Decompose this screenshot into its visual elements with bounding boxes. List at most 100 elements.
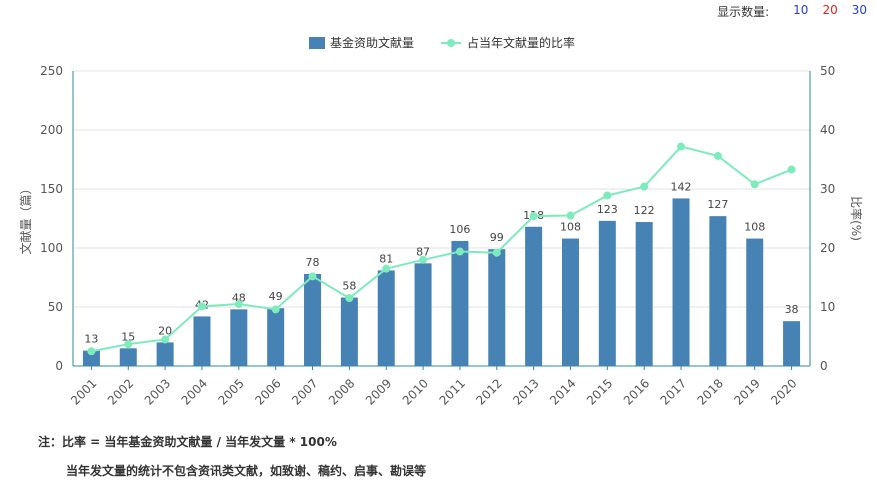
y2-tick-label: 30 (820, 182, 835, 196)
bar-value-label: 58 (342, 280, 356, 293)
bar-2020 (783, 321, 801, 366)
bar-value-label: 122 (634, 204, 655, 217)
ratio-point-2013 (529, 212, 538, 221)
x-tick-label: 2002 (105, 376, 136, 407)
x-tick-label: 2016 (621, 376, 652, 407)
x-tick-label: 2011 (437, 376, 468, 407)
bar-value-label: 13 (84, 333, 98, 346)
bar-2017 (672, 198, 690, 366)
legend-bar-label: 基金资助文献量 (330, 35, 414, 50)
chart-note-exclusion: 当年发文量的统计不包含资讯类文献，如致谢、稿约、启事、勘误等 (66, 464, 427, 478)
bar-2001 (82, 350, 100, 366)
bar-value-label: 20 (158, 324, 172, 337)
x-tick-label: 2012 (473, 376, 504, 407)
ratio-point-2018 (713, 151, 722, 160)
bar-value-label: 142 (671, 180, 692, 193)
ratio-point-2014 (566, 211, 575, 220)
y-axis-title: 文献量（篇） (18, 182, 33, 254)
bar-value-label: 108 (744, 221, 765, 234)
bar-value-label: 49 (269, 290, 283, 303)
bar-2006 (267, 308, 285, 366)
bar-2011 (451, 240, 469, 366)
x-tick-label: 2019 (731, 376, 762, 407)
combo-chart: 0 50 100 150 200 250 0 10 20 30 40 50 文献量（篇） 比率(%) 13 2… (18, 35, 864, 408)
legend-line-marker (447, 39, 455, 47)
ratio-point-2001 (87, 347, 96, 356)
bar-value-label: 78 (306, 256, 320, 269)
y-tick-label: 200 (40, 123, 63, 137)
bar-2005 (230, 309, 248, 366)
x-tick-label: 2007 (289, 376, 320, 407)
y-tick-label: 100 (40, 241, 63, 255)
y-tick-label: 50 (48, 300, 63, 314)
x-tick-label: 2013 (510, 376, 541, 407)
ratio-point-2004 (197, 302, 206, 311)
x-tick-label: 2015 (584, 376, 615, 407)
bar-value-label: 15 (121, 330, 135, 343)
bar-2019 (746, 238, 764, 366)
y-tick-label: 0 (55, 359, 63, 373)
ratio-line (91, 145, 792, 353)
ratio-point-2015 (603, 191, 612, 200)
bar-2014 (561, 238, 579, 366)
ratio-point-2006 (271, 305, 280, 314)
x-tick-label: 2018 (694, 376, 725, 407)
bar-value-label: 99 (490, 231, 504, 244)
display-count-bar: 显示数量: 10 20 30 (717, 3, 867, 20)
legend-bar-swatch (309, 37, 325, 49)
bar-2016 (635, 222, 653, 366)
bar-2015 (598, 220, 616, 366)
bar-2009 (377, 270, 395, 366)
bar-value-label: 108 (560, 221, 581, 234)
display-count-option-10[interactable]: 10 (793, 3, 809, 17)
display-count-option-20[interactable]: 20 (822, 3, 838, 17)
bar-2018 (709, 216, 727, 366)
x-tick-label: 2005 (215, 376, 246, 407)
bar-value-label: 106 (449, 223, 470, 236)
bar-2007 (304, 273, 322, 366)
x-tick-label: 2008 (326, 376, 357, 407)
y2-tick-label: 10 (820, 300, 835, 314)
bar-2002 (119, 348, 137, 366)
y2-tick-label: 20 (820, 241, 835, 255)
bar-value-label: 127 (707, 198, 728, 211)
ratio-point-2017 (677, 142, 686, 151)
bar-2008 (340, 297, 358, 366)
ratio-point-2002 (124, 340, 133, 349)
y2-axis-title: 比率(%) (849, 196, 864, 241)
x-tick-label: 2009 (363, 376, 394, 407)
x-tick-label: 2010 (400, 376, 431, 407)
bar-value-label: 48 (232, 291, 246, 304)
bar-value-label: 81 (379, 252, 393, 265)
ratio-point-2020 (787, 165, 796, 174)
y2-tick-label: 0 (820, 359, 828, 373)
bar-value-label: 38 (785, 303, 799, 316)
display-count-label: 显示数量: (717, 5, 770, 19)
y-tick-label: 150 (40, 182, 63, 196)
ratio-point-2019 (750, 180, 759, 189)
y-tick-label: 250 (40, 64, 63, 78)
x-tick-label: 2001 (68, 376, 99, 407)
ratio-point-2011 (455, 247, 464, 256)
legend-line-label: 占当年文献量的比率 (467, 35, 575, 50)
ratio-point-2007 (308, 272, 317, 281)
ratio-point-2016 (640, 182, 649, 191)
bar-2013 (525, 226, 543, 366)
ratio-point-2008 (345, 294, 354, 303)
bar-value-label: 87 (416, 245, 430, 258)
ratio-point-2010 (419, 255, 428, 264)
bar-value-label: 123 (597, 203, 618, 216)
chart-note-ratio-formula: 注：比率 = 当年基金资助文献量 / 当年发文量 * 100% (38, 435, 337, 449)
x-tick-label: 2014 (547, 376, 578, 407)
ratio-point-2012 (492, 248, 501, 257)
y2-tick-label: 50 (820, 64, 835, 78)
x-tick-label: 2017 (658, 376, 689, 407)
display-count-option-30[interactable]: 30 (851, 3, 867, 17)
bar-2012 (488, 249, 506, 366)
bar-2004 (193, 316, 211, 366)
ratio-point-2009 (382, 264, 391, 273)
ratio-point-2005 (234, 300, 243, 309)
bar-2010 (414, 263, 432, 366)
x-tick-label: 2004 (179, 376, 210, 407)
ratio-point-2003 (161, 335, 170, 344)
